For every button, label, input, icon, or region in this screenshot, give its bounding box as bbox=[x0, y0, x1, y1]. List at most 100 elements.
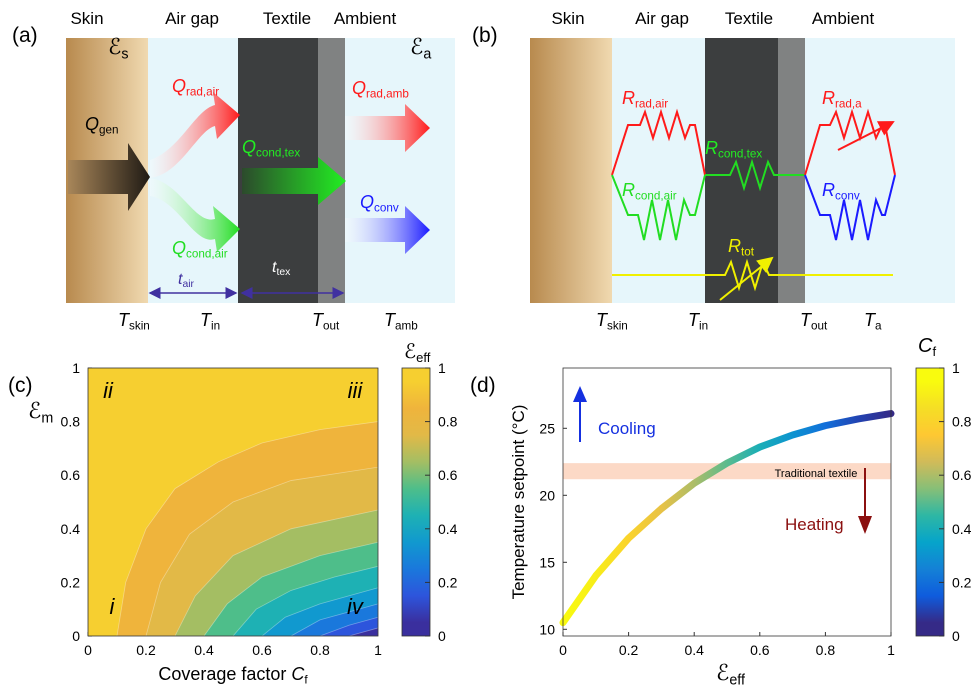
resistance-label: Rcond,tex bbox=[705, 138, 762, 161]
temperature-label: Tamb bbox=[384, 310, 418, 333]
y-axis-label: ℰm bbox=[28, 398, 53, 426]
subscript: air bbox=[182, 279, 194, 290]
symbol: ℰ bbox=[28, 398, 41, 423]
emissivity-label: ℰs bbox=[108, 34, 128, 62]
heat-flow-label: Qconv bbox=[360, 192, 399, 215]
colorbar-tick-label: 1 bbox=[952, 360, 960, 376]
colorbar-tick-label: 1 bbox=[438, 360, 446, 376]
panel-label: (c) bbox=[8, 374, 33, 397]
thickness-label: ttex bbox=[272, 259, 291, 278]
symbol: R bbox=[728, 236, 741, 256]
colorbar-label: ℰeff bbox=[404, 341, 431, 365]
heating-arrow-head bbox=[858, 516, 872, 534]
x-tick-label: 0.4 bbox=[194, 642, 214, 658]
y-tick-label: 15 bbox=[539, 554, 555, 570]
symbol: Q bbox=[172, 76, 186, 96]
subscript: out bbox=[323, 320, 340, 333]
symbol: T bbox=[200, 310, 213, 330]
arrow bbox=[345, 206, 430, 254]
ambient-layer bbox=[805, 38, 955, 303]
y-tick-label: 20 bbox=[539, 487, 555, 503]
arrow bbox=[242, 157, 346, 205]
region-label: i bbox=[110, 594, 116, 619]
colorbar-tick-label: 0.4 bbox=[952, 521, 971, 537]
symbol: T bbox=[864, 310, 877, 330]
subscript: rad,air bbox=[186, 86, 219, 99]
panel-label: (b) bbox=[472, 24, 498, 47]
reference-band bbox=[563, 463, 891, 480]
variable-arrow bbox=[719, 256, 774, 301]
band-label: Traditional textile bbox=[775, 468, 858, 480]
arrow bbox=[68, 143, 150, 211]
subscript: s bbox=[121, 46, 128, 62]
temperature-label: Tskin bbox=[118, 310, 150, 333]
plot-frame bbox=[562, 367, 892, 637]
y-tick-label: 0.2 bbox=[61, 574, 81, 590]
resistance-label: Rcond,air bbox=[622, 180, 677, 203]
cooling-arrow-head bbox=[573, 386, 587, 402]
x-tick-label: 0 bbox=[559, 642, 567, 658]
subscript: tot bbox=[741, 246, 755, 259]
colorbar-tick-label: 0.8 bbox=[952, 414, 971, 430]
symbol: R bbox=[822, 180, 835, 200]
region-header: Ambient bbox=[334, 9, 397, 28]
symbol: Q bbox=[172, 238, 186, 258]
emissivity-label: ℰa bbox=[410, 34, 431, 62]
symbol: ℰ bbox=[410, 34, 423, 59]
subscript: rad,a bbox=[835, 98, 862, 111]
panel-b bbox=[530, 38, 955, 303]
region-header: Textile bbox=[263, 9, 311, 28]
temperature-label: Tskin bbox=[596, 310, 628, 333]
x-tick-label: 0.8 bbox=[816, 642, 836, 658]
x-tick-label: 0.4 bbox=[684, 642, 704, 658]
subscript: gen bbox=[99, 124, 119, 137]
resistor bbox=[611, 108, 706, 176]
symbol: ℰ bbox=[716, 660, 729, 685]
resistor bbox=[705, 158, 805, 192]
heat-flow-label: Qcond,tex bbox=[242, 137, 300, 160]
y-tick-label: 0 bbox=[72, 628, 80, 644]
subscript: f bbox=[932, 344, 936, 359]
subscript: conv bbox=[374, 202, 399, 215]
subscript: conv bbox=[835, 190, 860, 203]
x-tick-label: 1 bbox=[887, 642, 895, 658]
x-tick-label: 0.6 bbox=[750, 642, 770, 658]
region-label: ii bbox=[103, 378, 114, 403]
colorbar-tick-label: 0.2 bbox=[438, 574, 458, 590]
y-axis-label: Temperature setpoint (°C) bbox=[509, 405, 528, 600]
arrow bbox=[345, 104, 430, 152]
thickness-label: tair bbox=[178, 271, 195, 290]
symbol: ℰ bbox=[404, 341, 416, 363]
panel-a bbox=[66, 38, 455, 303]
y-tick-label: 25 bbox=[539, 420, 555, 436]
skin-layer bbox=[530, 38, 612, 303]
annotation: Heating bbox=[785, 515, 844, 534]
x-tick-label: 0.8 bbox=[310, 642, 330, 658]
plot-frame bbox=[87, 367, 379, 637]
subscript: m bbox=[41, 410, 53, 426]
symbol: C bbox=[291, 664, 305, 684]
symbol: t bbox=[178, 271, 183, 288]
colorbar-tick-label: 0 bbox=[438, 628, 446, 644]
symbol: T bbox=[596, 310, 609, 330]
region-header: Air gap bbox=[635, 9, 689, 28]
subscript: cond,air bbox=[635, 190, 677, 203]
x-axis-label: ℰeff bbox=[716, 660, 745, 686]
data-line bbox=[559, 410, 895, 627]
air-gap-layer bbox=[612, 38, 705, 303]
panel-label: (d) bbox=[470, 374, 496, 397]
colorbar-tick-label: 0.8 bbox=[438, 414, 458, 430]
symbol: T bbox=[312, 310, 325, 330]
label-text: Coverage factor bbox=[158, 664, 291, 684]
temperature-label: Ta bbox=[864, 310, 882, 333]
symbol: Q bbox=[360, 192, 374, 212]
subscript: cond,tex bbox=[256, 147, 300, 160]
y-tick-label: 0.6 bbox=[61, 467, 81, 483]
arrow bbox=[150, 92, 240, 178]
symbol: T bbox=[118, 310, 131, 330]
temperature-label: Tout bbox=[312, 310, 340, 333]
temperature-label: Tin bbox=[688, 310, 708, 333]
region-header: Skin bbox=[551, 9, 584, 28]
